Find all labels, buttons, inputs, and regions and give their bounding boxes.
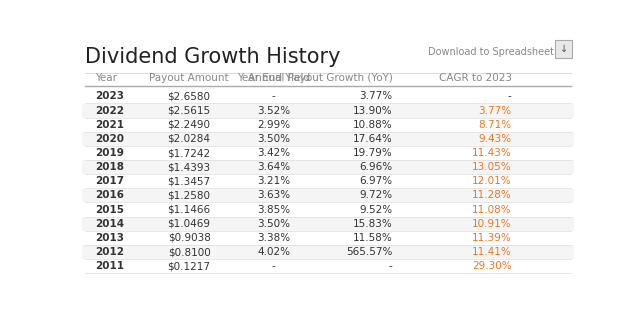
Text: Download to Spreadsheet: Download to Spreadsheet	[428, 47, 554, 57]
Bar	[83, 104, 573, 117]
Text: 6.96%: 6.96%	[359, 162, 392, 172]
Bar	[83, 132, 573, 146]
Text: -: -	[508, 91, 511, 101]
Text: 3.50%: 3.50%	[257, 134, 290, 144]
Text: 11.08%: 11.08%	[472, 205, 511, 215]
Bar	[83, 118, 573, 132]
Text: ↓: ↓	[559, 44, 568, 54]
Text: 11.43%: 11.43%	[472, 148, 511, 158]
Text: 3.42%: 3.42%	[257, 148, 290, 158]
Text: $1.2580: $1.2580	[168, 190, 211, 201]
Text: 565.57%: 565.57%	[346, 247, 392, 257]
Text: 29.30%: 29.30%	[472, 261, 511, 271]
Text: $2.0284: $2.0284	[168, 134, 211, 144]
Text: $0.1217: $0.1217	[168, 261, 211, 271]
Text: 2013: 2013	[95, 233, 124, 243]
Text: 2019: 2019	[95, 148, 124, 158]
Text: 2018: 2018	[95, 162, 124, 172]
Text: 9.43%: 9.43%	[478, 134, 511, 144]
Text: 17.64%: 17.64%	[353, 134, 392, 144]
Text: 2014: 2014	[95, 219, 124, 229]
Text: 11.41%: 11.41%	[472, 247, 511, 257]
Text: CAGR to 2023: CAGR to 2023	[438, 73, 511, 83]
Text: 3.63%: 3.63%	[257, 190, 290, 201]
Text: 3.21%: 3.21%	[257, 176, 290, 187]
Text: 3.85%: 3.85%	[257, 205, 290, 215]
Text: 2012: 2012	[95, 247, 124, 257]
Text: 3.38%: 3.38%	[257, 233, 290, 243]
Text: 11.39%: 11.39%	[472, 233, 511, 243]
Text: 2011: 2011	[95, 261, 124, 271]
Bar	[83, 217, 573, 231]
Text: -: -	[271, 261, 275, 271]
Text: 11.28%: 11.28%	[472, 190, 511, 201]
Text: 10.88%: 10.88%	[353, 120, 392, 130]
Text: $2.2490: $2.2490	[168, 120, 211, 130]
Text: -: -	[388, 261, 392, 271]
Text: $2.5615: $2.5615	[168, 106, 211, 116]
Text: Payout Amount: Payout Amount	[149, 73, 229, 83]
Text: 8.71%: 8.71%	[478, 120, 511, 130]
Text: 10.91%: 10.91%	[472, 219, 511, 229]
Text: $0.8100: $0.8100	[168, 247, 211, 257]
Text: 2017: 2017	[95, 176, 124, 187]
Bar	[83, 231, 573, 245]
Bar	[83, 245, 573, 259]
Text: 15.83%: 15.83%	[353, 219, 392, 229]
Text: 2021: 2021	[95, 120, 124, 130]
Bar	[83, 146, 573, 160]
Text: $1.1466: $1.1466	[168, 205, 211, 215]
Text: Annual Payout Growth (YoY): Annual Payout Growth (YoY)	[248, 73, 392, 83]
Bar	[83, 259, 573, 273]
Text: 2020: 2020	[95, 134, 124, 144]
Text: $1.4393: $1.4393	[168, 162, 211, 172]
Text: -: -	[271, 91, 275, 101]
Text: 2023: 2023	[95, 91, 124, 101]
Text: $1.7242: $1.7242	[168, 148, 211, 158]
Text: 3.77%: 3.77%	[359, 91, 392, 101]
Text: 13.05%: 13.05%	[472, 162, 511, 172]
Bar	[83, 160, 573, 174]
Text: 9.52%: 9.52%	[359, 205, 392, 215]
Text: 4.02%: 4.02%	[257, 247, 290, 257]
Text: $1.3457: $1.3457	[168, 176, 211, 187]
Text: $0.9038: $0.9038	[168, 233, 211, 243]
Text: 3.52%: 3.52%	[257, 106, 290, 116]
Text: 12.01%: 12.01%	[472, 176, 511, 187]
Text: 3.64%: 3.64%	[257, 162, 290, 172]
Text: 6.97%: 6.97%	[359, 176, 392, 187]
Text: Year: Year	[95, 73, 117, 83]
Bar	[83, 90, 573, 103]
Bar	[83, 203, 573, 217]
Text: 3.50%: 3.50%	[257, 219, 290, 229]
Text: 19.79%: 19.79%	[353, 148, 392, 158]
Bar	[83, 189, 573, 203]
Text: 2.99%: 2.99%	[257, 120, 290, 130]
Text: 2015: 2015	[95, 205, 124, 215]
Text: 11.58%: 11.58%	[353, 233, 392, 243]
FancyBboxPatch shape	[555, 40, 572, 57]
Text: 2022: 2022	[95, 106, 124, 116]
Text: 2016: 2016	[95, 190, 124, 201]
Text: 13.90%: 13.90%	[353, 106, 392, 116]
Text: $1.0469: $1.0469	[168, 219, 211, 229]
Text: 3.77%: 3.77%	[478, 106, 511, 116]
Text: 9.72%: 9.72%	[359, 190, 392, 201]
Text: Year End Yield: Year End Yield	[237, 73, 310, 83]
Text: Dividend Growth History: Dividend Growth History	[85, 47, 340, 67]
Text: $2.6580: $2.6580	[168, 91, 211, 101]
Bar	[83, 175, 573, 188]
